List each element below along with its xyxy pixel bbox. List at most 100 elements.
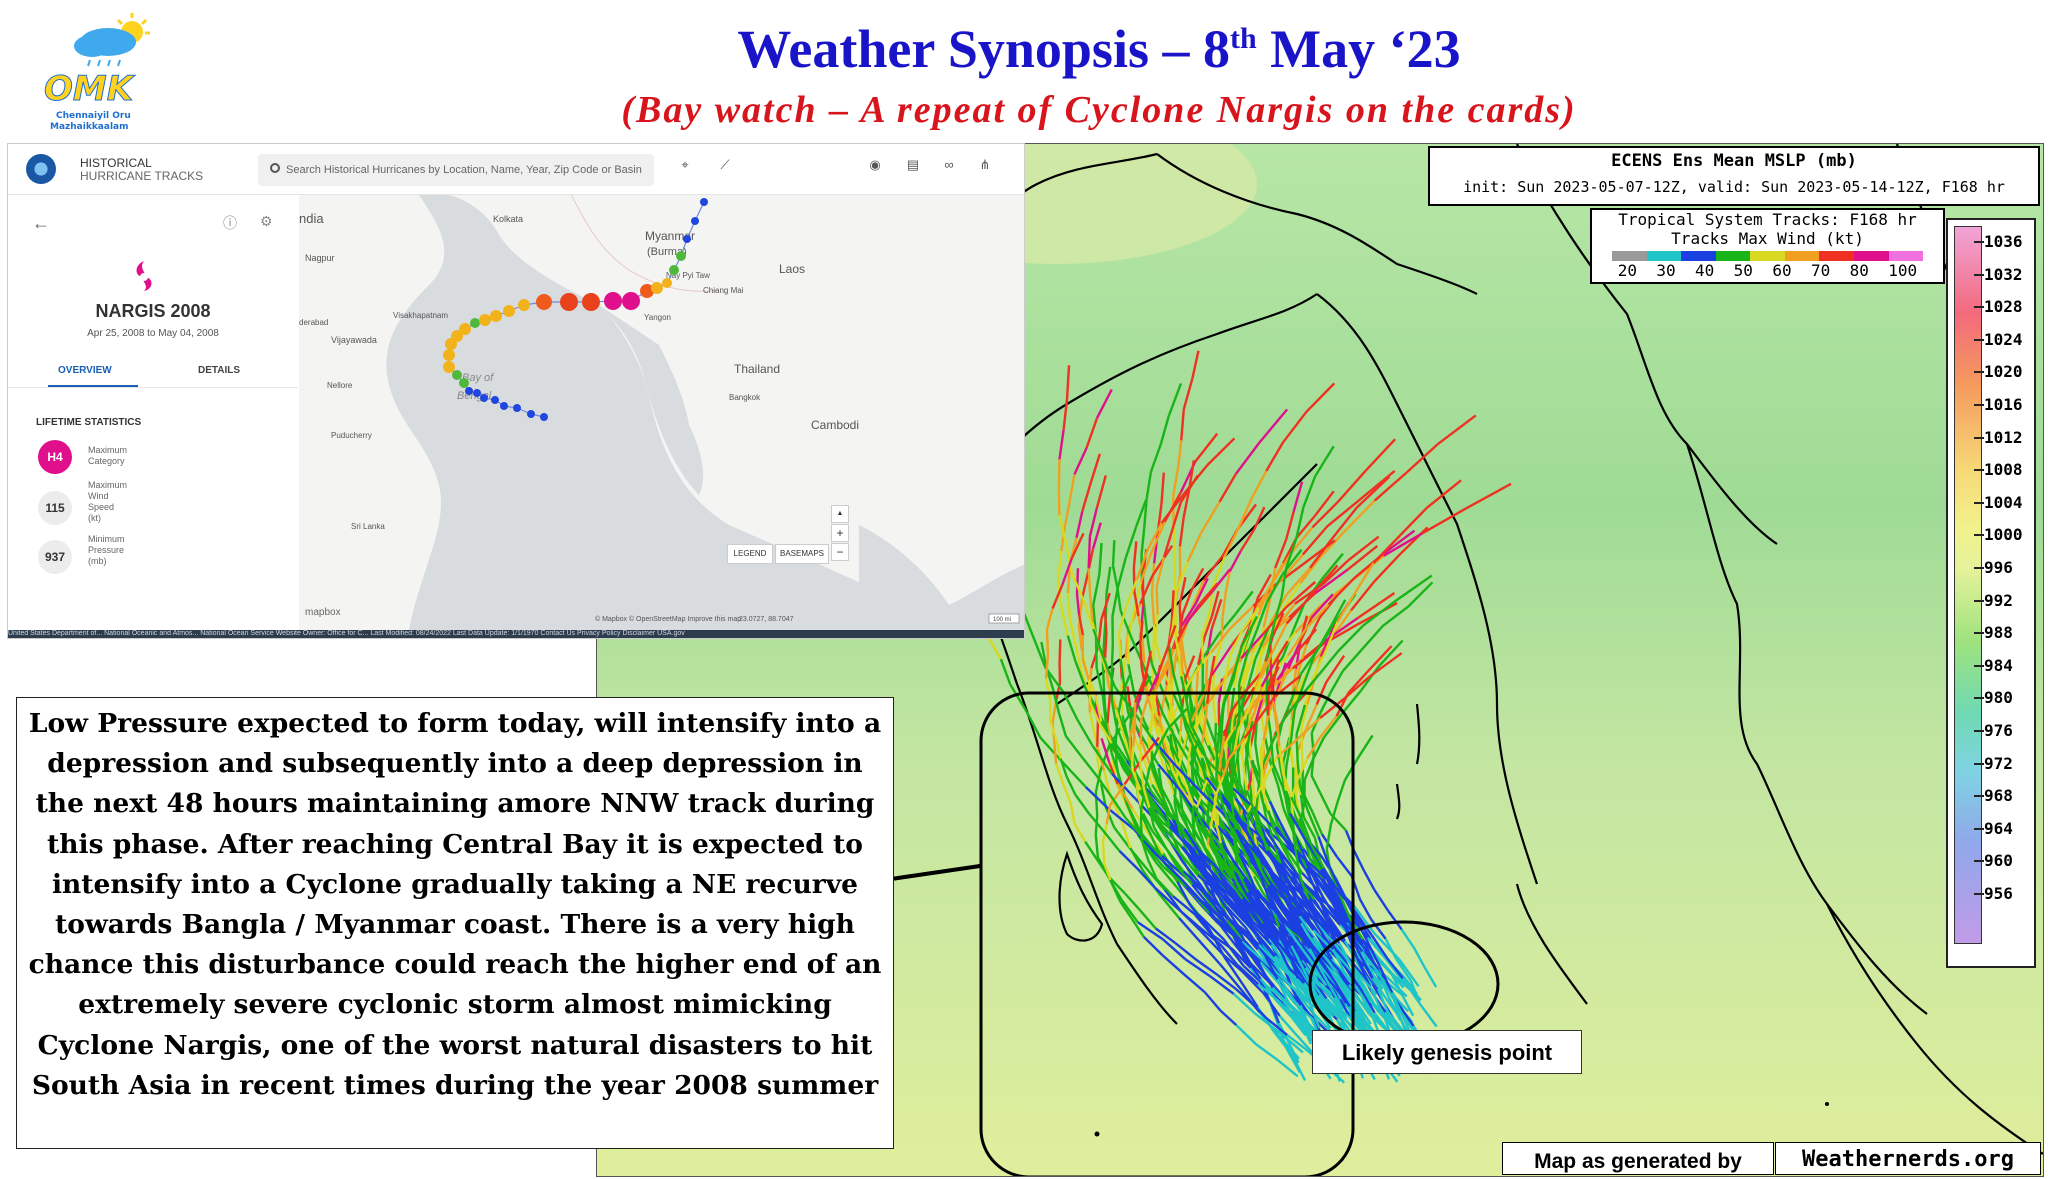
ensemble-track [1237, 498, 1253, 529]
info-icon[interactable]: ⓘ [223, 215, 237, 231]
search-input[interactable]: Search Historical Hurricanes by Location… [258, 154, 654, 186]
ensemble-track [1399, 506, 1428, 536]
nargis-track-point [459, 323, 471, 335]
ensemble-track [1337, 969, 1351, 986]
ensemble-track [1075, 593, 1081, 615]
tab-details[interactable]: DETAILS [198, 365, 241, 376]
ensemble-track [1091, 522, 1102, 549]
basemaps-button[interactable]: BASEMAPS [775, 544, 829, 564]
nargis-track-point [536, 294, 552, 310]
ensemble-track [1216, 858, 1234, 880]
link-icon[interactable]: ∞ [944, 157, 954, 172]
ensemble-track [1291, 1054, 1307, 1082]
historical-hurricane-tracks-screenshot: HISTORICAL HURRICANE TRACKS Search Histo… [7, 143, 1025, 639]
ensemble-track [1141, 663, 1155, 690]
ensemble-track [1175, 561, 1189, 592]
ensemble-track [1237, 706, 1252, 731]
ensemble-track [1219, 1009, 1238, 1026]
ensemble-track [1051, 701, 1058, 723]
ensemble-track [1229, 630, 1244, 655]
ensemble-track [1168, 811, 1186, 830]
ensemble-track [1161, 684, 1168, 707]
ensemble-track [1271, 612, 1285, 637]
ensemble-track [1178, 613, 1184, 635]
ensemble-track [1221, 592, 1227, 617]
legend-button[interactable]: LEGEND [727, 544, 773, 564]
map-label-bay-of: Bay of [462, 372, 494, 384]
ensemble-track [1241, 898, 1257, 917]
ensemble-track [1281, 582, 1302, 611]
ensemble-track [1347, 956, 1364, 976]
ensemble-track [1094, 834, 1100, 858]
ensemble-track [1244, 840, 1270, 869]
ensemble-track [1132, 724, 1137, 747]
storm-side-panel: ← ⓘ ⚙ NARGIS 2008 Apr 25, 2008 to May 04… [8, 195, 298, 630]
ensemble-track [1343, 758, 1359, 781]
ensemble-track [1353, 967, 1378, 996]
ensemble-track [1306, 908, 1319, 928]
ensemble-track [1260, 786, 1270, 811]
location-pin-icon[interactable]: ⌖ [681, 157, 689, 172]
ensemble-track [1279, 856, 1296, 880]
settings-icon[interactable]: ⚙ [260, 213, 273, 229]
page-title: Weather Synopsis – 8th May ‘23 [737, 19, 1461, 79]
ensemble-track [1310, 844, 1325, 869]
nargis-track-point [473, 389, 481, 397]
storm-dates: Apr 25, 2008 to May 04, 2008 [87, 328, 219, 339]
ensemble-track [1138, 909, 1157, 930]
back-arrow-icon[interactable]: ← [32, 213, 50, 233]
measure-icon[interactable]: ⟋ [720, 157, 730, 172]
map-label-nellore: Nellore [327, 381, 353, 390]
nargis-track-point [452, 370, 462, 380]
ensemble-track [1149, 807, 1167, 836]
ensemble-track [1386, 957, 1404, 980]
pressure-tick [1974, 371, 1984, 374]
ensemble-track [1278, 821, 1292, 844]
ensemble-track [1133, 591, 1140, 617]
nargis-track-map[interactable]: ndia Nagpur Kolkata Myanmar (Burma) Nay … [299, 195, 1024, 630]
ensemble-track [1081, 659, 1090, 680]
ensemble-track [1266, 849, 1285, 871]
ensemble-track [1095, 475, 1107, 509]
ensemble-track [1094, 815, 1099, 835]
ensemble-track [1336, 894, 1352, 923]
ensemble-track [1057, 459, 1061, 489]
ensemble-track [1179, 852, 1199, 877]
ensemble-track [1262, 597, 1272, 628]
share-icon[interactable]: ⋔ [979, 157, 991, 172]
zoom-out-button[interactable]: − [831, 543, 849, 561]
zoom-in-button[interactable]: + [831, 524, 849, 542]
print-icon[interactable]: ▤ [906, 157, 920, 172]
ensemble-track [1279, 862, 1295, 882]
tab-overview[interactable]: OVERVIEW [58, 365, 112, 376]
ensemble-track [1234, 590, 1254, 615]
ensemble-track [1142, 498, 1148, 530]
compass-button[interactable]: ▲ [831, 505, 849, 523]
ensemble-track [1377, 972, 1394, 999]
ensemble-track [1173, 778, 1178, 803]
ensemble-track [1303, 899, 1319, 921]
ensemble-track [1065, 545, 1073, 574]
ensemble-track [1346, 545, 1379, 571]
ensemble-track [1257, 934, 1277, 957]
ensemble-track [1061, 558, 1073, 586]
ensemble-track [1184, 958, 1211, 977]
ensemble-track [1115, 725, 1129, 756]
pressure-tick [1974, 762, 1984, 765]
ensemble-track [1301, 872, 1321, 893]
ensemble-track [1236, 963, 1260, 985]
ensemble-track [1273, 553, 1292, 580]
ensemble-track [1101, 696, 1108, 727]
ensemble-track [1094, 856, 1110, 878]
ensemble-track [1240, 982, 1259, 1008]
pressure-tick [1974, 469, 1984, 472]
ensemble-track [1173, 553, 1177, 585]
ensemble-track [1354, 910, 1373, 936]
ensemble-track [1259, 961, 1280, 984]
nargis-track-point [560, 293, 578, 311]
ensemble-track [1164, 810, 1173, 834]
ensemble-track [1174, 754, 1184, 780]
ensemble-track [1234, 848, 1246, 869]
camera-icon[interactable]: ◉ [869, 157, 881, 172]
ensemble-track [1278, 668, 1290, 691]
